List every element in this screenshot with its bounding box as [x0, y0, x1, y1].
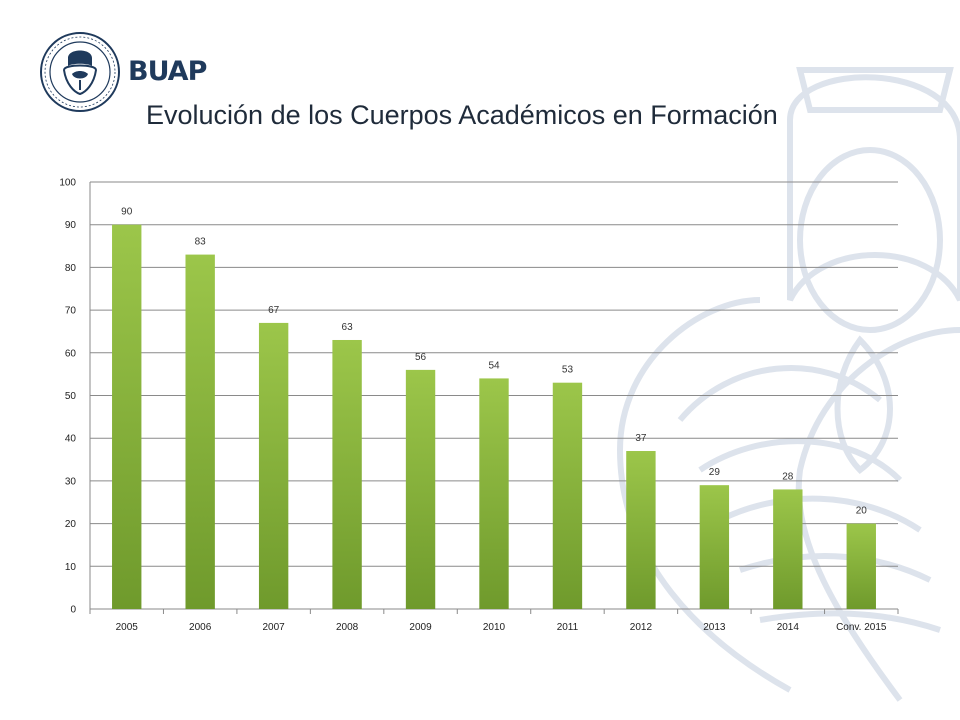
data-label: 20 — [856, 506, 868, 517]
y-tick-label: 20 — [65, 519, 77, 530]
slide-title: Evolución de los Cuerpos Académicos en F… — [146, 100, 778, 130]
bar — [405, 369, 436, 609]
bar — [552, 382, 583, 609]
bar — [332, 339, 362, 609]
x-tick-label: Conv. 2015 — [836, 622, 887, 633]
data-label: 53 — [562, 365, 574, 376]
x-tick-label: 2007 — [263, 622, 286, 633]
data-label: 37 — [635, 433, 647, 444]
bars — [112, 224, 876, 609]
x-tick-label: 2006 — [189, 622, 212, 633]
x-tick-label: 2009 — [409, 622, 432, 633]
x-tick-label: 2005 — [116, 622, 139, 633]
buap-logo: BUAP — [38, 30, 218, 126]
data-label: 67 — [268, 305, 280, 316]
bar — [699, 485, 730, 609]
university-seal-icon — [40, 32, 120, 112]
y-tick-label: 90 — [65, 220, 77, 231]
logo-text: BUAP — [128, 56, 207, 87]
x-tick-label: 2008 — [336, 622, 359, 633]
data-label: 63 — [342, 322, 354, 333]
labels: 0 10 20 30 40 50 60 70 80 90 100 90 2005 83 2006 67 2007… — [59, 178, 887, 634]
x-tick-label: 2011 — [557, 622, 579, 633]
y-tick-label: 10 — [65, 562, 77, 573]
y-tick-label: 100 — [59, 178, 76, 189]
y-tick-label: 50 — [65, 391, 77, 402]
x-tick-label: 2013 — [703, 622, 726, 633]
y-tick-label: 60 — [65, 348, 77, 359]
y-tick-label: 30 — [65, 476, 77, 487]
y-tick-label: 0 — [70, 605, 76, 616]
data-label: 29 — [709, 467, 721, 478]
bar — [112, 224, 142, 609]
data-label: 90 — [121, 207, 133, 218]
y-tick-label: 70 — [65, 306, 77, 317]
y-tick-label: 80 — [65, 263, 77, 274]
x-tick-label: 2014 — [777, 622, 800, 633]
bar — [626, 451, 656, 609]
bar — [479, 378, 509, 609]
y-tick-label: 40 — [65, 434, 77, 445]
bar — [773, 489, 803, 609]
data-label: 56 — [415, 352, 427, 363]
bar — [185, 254, 215, 609]
bar — [846, 523, 876, 609]
data-label: 28 — [782, 471, 794, 482]
data-label: 54 — [488, 360, 500, 371]
x-tick-label: 2012 — [630, 622, 653, 633]
bar — [258, 322, 289, 609]
x-tick-label: 2010 — [483, 622, 506, 633]
data-label: 83 — [195, 237, 207, 248]
